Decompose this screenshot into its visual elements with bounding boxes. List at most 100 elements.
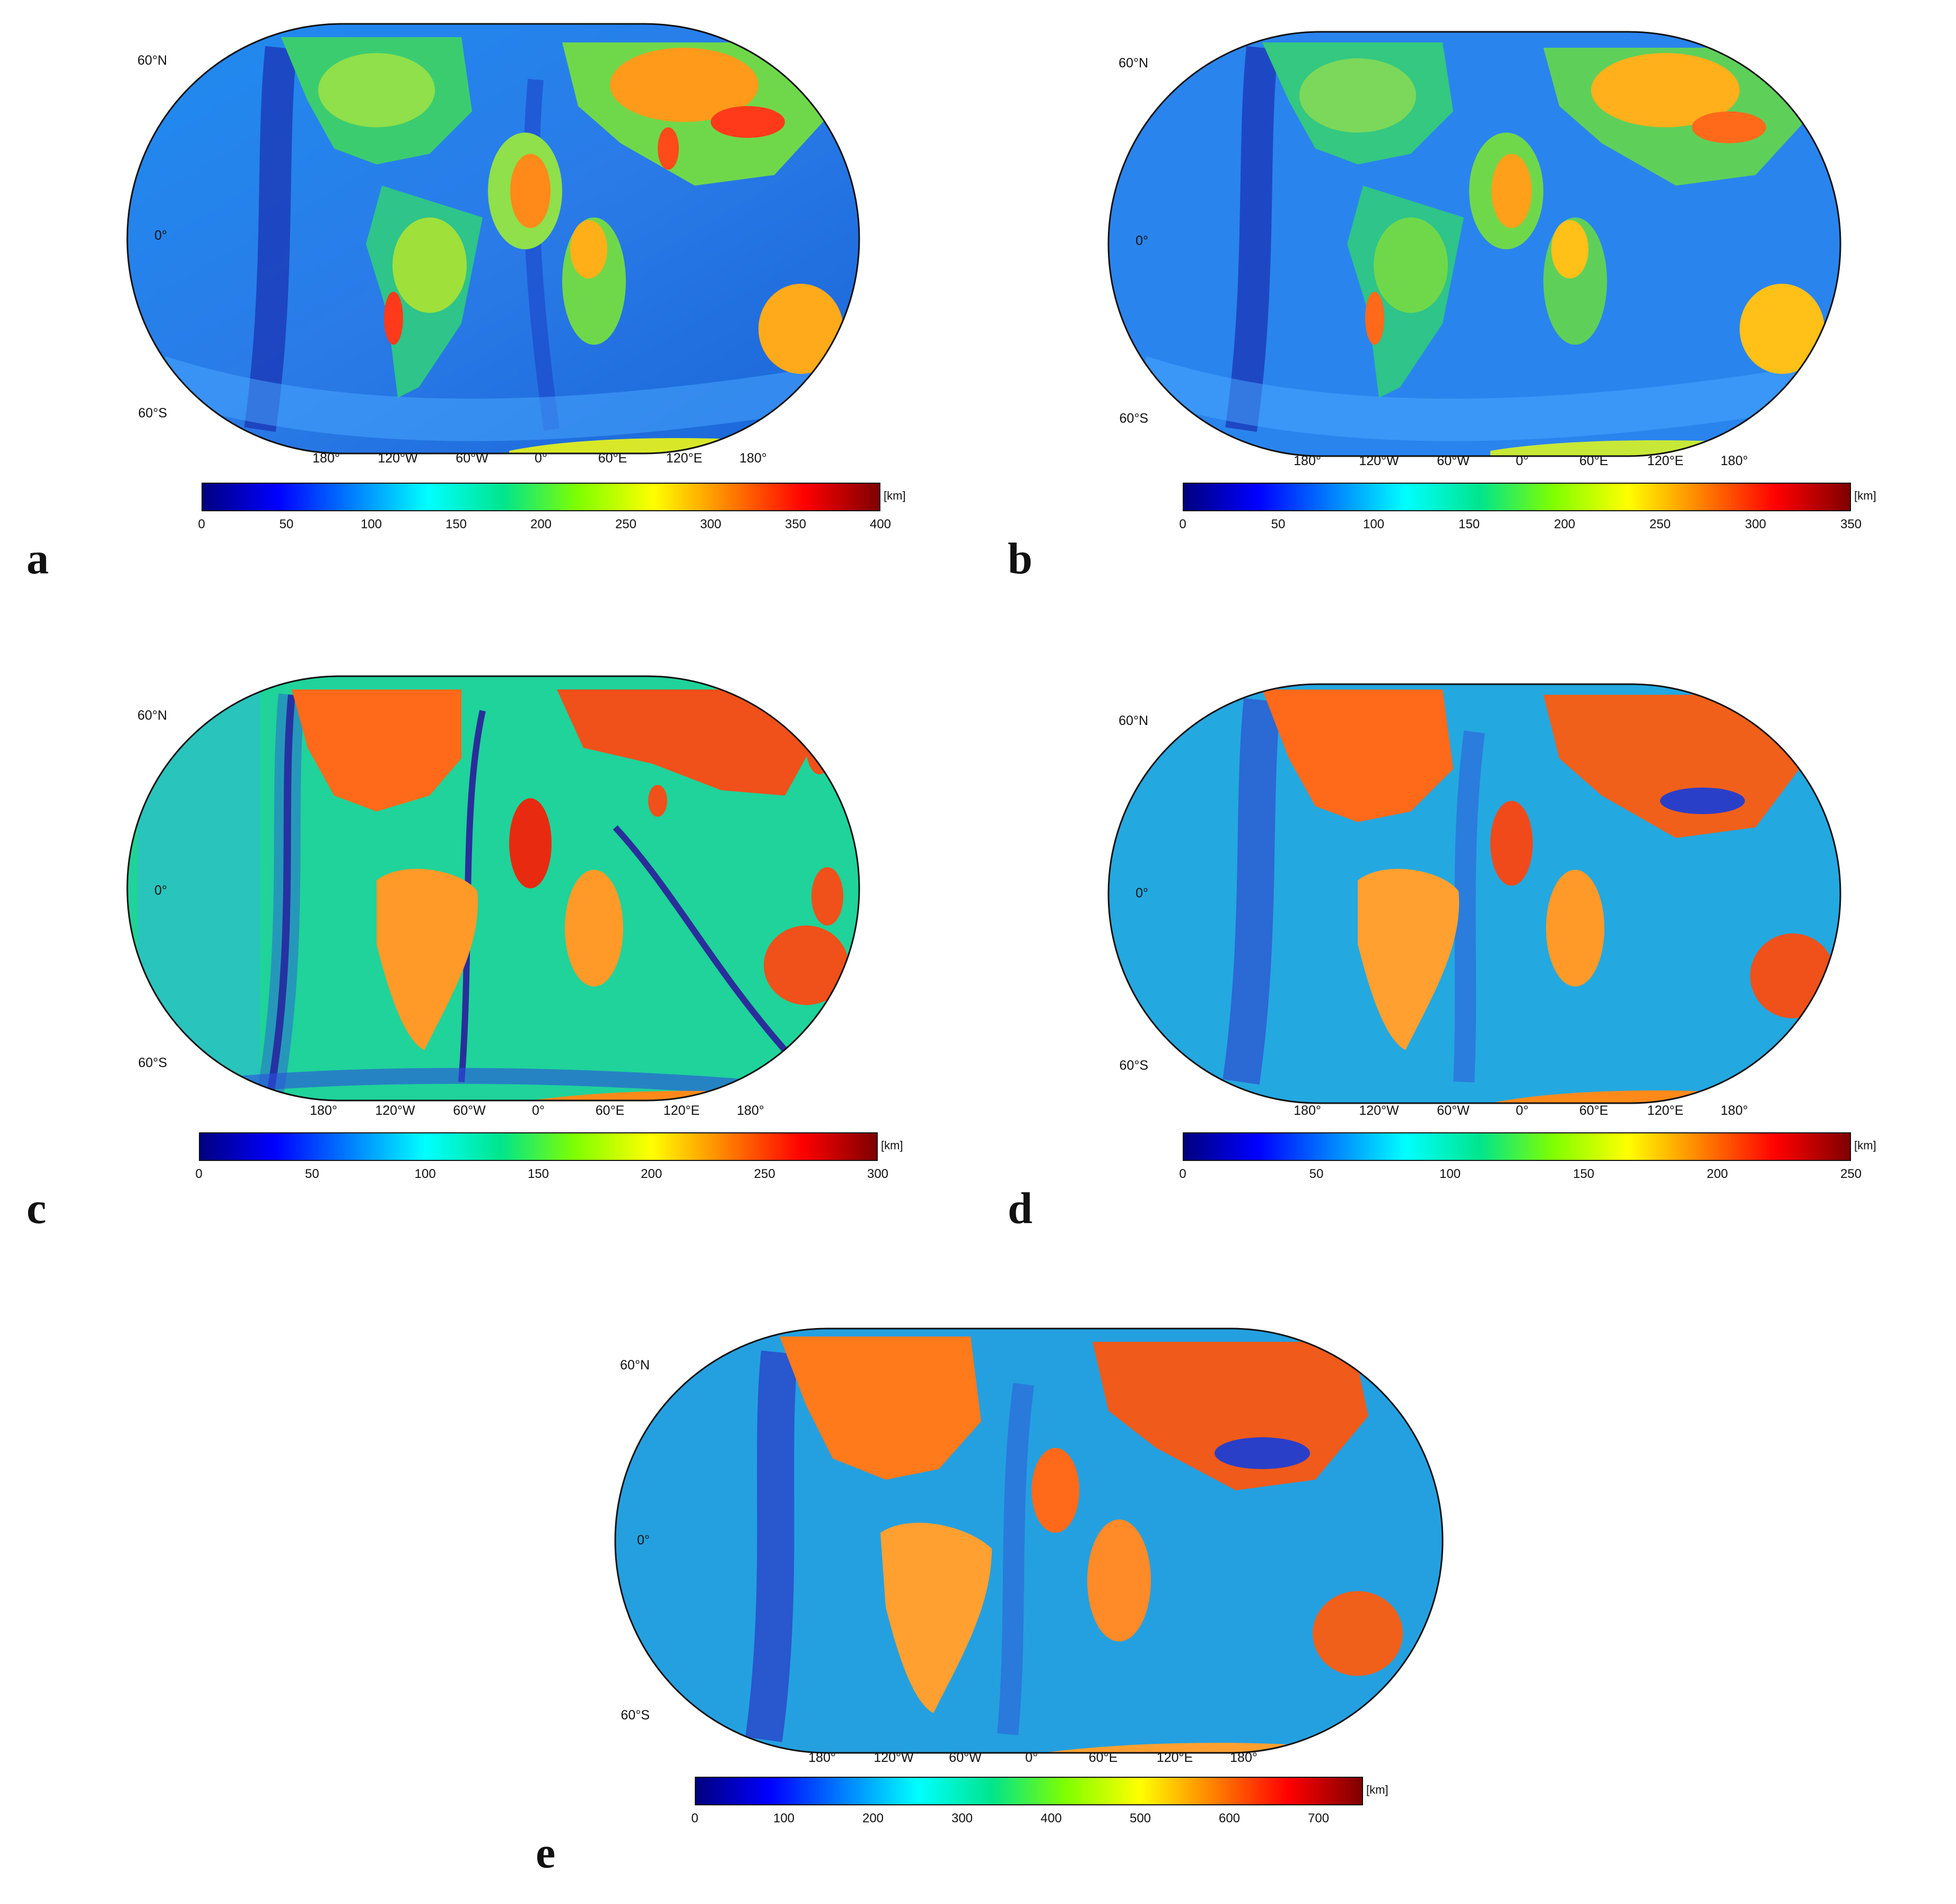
colorbar-tick-label: 0: [691, 1811, 698, 1826]
world-map-a: [126, 23, 860, 455]
lat-label-60n: 60°N: [1119, 713, 1148, 728]
lon-label-60w: 60°W: [949, 1750, 982, 1765]
colorbar-c: [199, 1132, 878, 1161]
world-map-b: [1107, 31, 1841, 457]
lon-label-120w: 120°W: [378, 451, 418, 466]
panel-b: 60°N 0° 60°S 180° 120°W 60°W 0° 60°E 120…: [1008, 16, 1899, 599]
colorbar-a: [202, 483, 880, 511]
lat-label-60n: 60°N: [137, 708, 167, 723]
panel-letter-a: a: [27, 534, 49, 583]
lon-label-60w: 60°W: [1437, 1103, 1470, 1118]
lon-label-180w: 180°: [312, 451, 340, 466]
colorbar-unit: [km]: [1854, 489, 1876, 502]
colorbar-tick-label: 100: [1363, 517, 1385, 531]
world-map-e: [614, 1327, 1444, 1754]
lon-label-180e: 180°: [1230, 1750, 1258, 1765]
colorbar-tick-label: 300: [1744, 517, 1767, 531]
colorbar-tick-label: 100: [360, 517, 382, 531]
lon-label-0: 0°: [1025, 1750, 1038, 1765]
panel-letter-e: e: [536, 1828, 556, 1877]
lon-label-0: 0°: [535, 451, 547, 466]
lon-label-120e: 120°E: [663, 1103, 700, 1118]
colorbar-tick-label: 150: [1573, 1167, 1595, 1181]
colorbar-tick-label: 50: [1309, 1167, 1324, 1181]
lon-label-180w: 180°: [310, 1103, 337, 1118]
lat-label-0: 0°: [154, 883, 167, 898]
lat-label-0: 0°: [637, 1533, 650, 1548]
colorbar-tick-label: 50: [279, 517, 294, 531]
lat-label-60n: 60°N: [620, 1358, 650, 1373]
panel-letter-d: d: [1008, 1184, 1033, 1233]
lat-label-60s: 60°S: [1119, 411, 1148, 426]
colorbar-tick-label: 50: [304, 1167, 319, 1181]
panel-e: 60°N 0° 60°S 180° 120°W 60°W 0° 60°E 120…: [536, 1321, 1444, 1904]
colorbar-tick-label: 0: [198, 517, 205, 531]
colorbar-unit: [km]: [1854, 1139, 1876, 1152]
lat-label-0: 0°: [1136, 886, 1148, 901]
lon-label-120w: 120°W: [1359, 453, 1399, 468]
world-map-c: [126, 675, 860, 1102]
colorbar-tick-label: 350: [1840, 517, 1862, 531]
colorbar-unit: [km]: [881, 1139, 903, 1152]
lon-label-60e: 60°E: [1579, 453, 1609, 468]
colorbar-tick-label: 200: [1553, 517, 1576, 531]
colorbar-d: [1183, 1132, 1851, 1161]
colorbar-tick-label: 250: [1840, 1167, 1862, 1181]
lon-label-0: 0°: [532, 1103, 545, 1118]
lon-label-60e: 60°E: [595, 1103, 625, 1118]
colorbar-tick-label: 300: [867, 1167, 889, 1181]
lon-label-120w: 120°W: [874, 1750, 914, 1765]
colorbar-tick-label: 0: [195, 1167, 203, 1181]
colorbar-tick-label: 200: [862, 1811, 884, 1826]
lon-label-60e: 60°E: [1579, 1103, 1609, 1118]
colorbar-tick-label: 700: [1307, 1811, 1330, 1826]
panel-letter-c: c: [27, 1184, 47, 1233]
colorbar-e: [695, 1777, 1363, 1805]
colorbar-tick-label: 100: [414, 1167, 436, 1181]
colorbar-tick-label: 200: [1706, 1167, 1728, 1181]
lon-label-60w: 60°W: [453, 1103, 486, 1118]
colorbar-b: [1183, 483, 1851, 511]
colorbar-unit: [km]: [884, 489, 906, 502]
lat-label-0: 0°: [154, 228, 167, 243]
colorbar-tick-label: 250: [1649, 517, 1671, 531]
lon-label-180w: 180°: [808, 1750, 836, 1765]
lon-label-120e: 120°E: [666, 451, 703, 466]
lat-label-60s: 60°S: [138, 406, 167, 421]
lon-label-0: 0°: [1516, 453, 1529, 468]
colorbar-tick-label: 150: [1458, 517, 1480, 531]
colorbar-tick-label: 150: [527, 1167, 549, 1181]
lat-label-0: 0°: [1136, 233, 1148, 248]
lon-label-120e: 120°E: [1647, 453, 1684, 468]
lon-label-120w: 120°W: [1359, 1103, 1399, 1118]
lon-label-180e: 180°: [1721, 453, 1748, 468]
lon-label-60e: 60°E: [598, 451, 627, 466]
colorbar-tick-label: 100: [773, 1811, 795, 1826]
lat-label-60s: 60°S: [138, 1055, 167, 1070]
colorbar-tick-label: 400: [1040, 1811, 1062, 1826]
lon-label-60w: 60°W: [1437, 453, 1470, 468]
lon-label-120e: 120°E: [1647, 1103, 1684, 1118]
lon-label-180w: 180°: [1294, 1103, 1321, 1118]
lon-label-180w: 180°: [1294, 453, 1321, 468]
panel-d: 60°N 0° 60°S 180° 120°W 60°W 0° 60°E 120…: [1008, 668, 1899, 1252]
lat-label-60n: 60°N: [1119, 56, 1148, 71]
colorbar-tick-label: 300: [700, 517, 722, 531]
lat-label-60s: 60°S: [621, 1708, 650, 1723]
colorbar-tick-label: 500: [1129, 1811, 1151, 1826]
panel-c: 60°N 0° 60°S 180° 120°W 60°W 0° 60°E 120…: [27, 668, 918, 1252]
colorbar-tick-label: 200: [530, 517, 552, 531]
lat-label-60n: 60°N: [137, 53, 167, 68]
world-map-d: [1107, 683, 1841, 1104]
lat-label-60s: 60°S: [1119, 1058, 1148, 1073]
colorbar-tick-label: 150: [445, 517, 467, 531]
lon-label-120w: 120°W: [375, 1103, 415, 1118]
lon-label-120e: 120°E: [1156, 1750, 1193, 1765]
lon-label-180e: 180°: [737, 1103, 764, 1118]
colorbar-tick-label: 250: [615, 517, 637, 531]
colorbar-tick-label: 600: [1218, 1811, 1241, 1826]
colorbar-tick-label: 300: [951, 1811, 973, 1826]
lon-label-0: 0°: [1516, 1103, 1529, 1118]
panel-a: 60°N 0° 60°S 180° 120°W 60°W 0° 60°E 120…: [27, 16, 918, 599]
colorbar-tick-label: 350: [784, 517, 807, 531]
